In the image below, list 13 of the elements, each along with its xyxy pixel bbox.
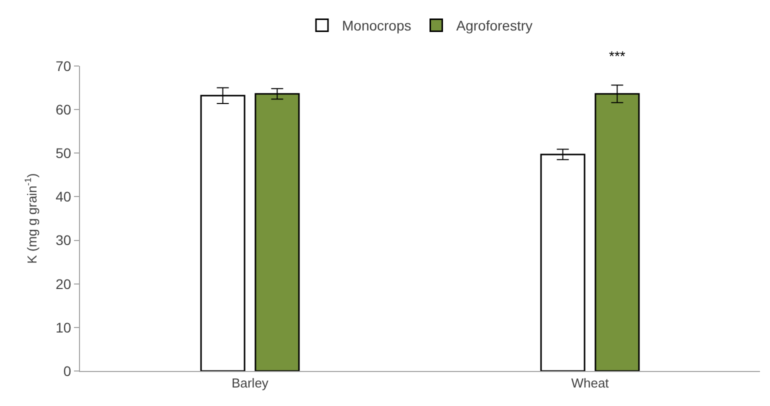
y-tick-label: 0: [63, 362, 72, 379]
legend-label: Monocrops: [342, 18, 412, 34]
y-tick-label: 50: [56, 145, 72, 162]
legend-label: Agroforestry: [456, 18, 533, 34]
x-tick-label: Barley: [232, 376, 269, 391]
y-tick-label: 40: [56, 188, 72, 205]
y-tick-label: 70: [56, 58, 72, 74]
x-tick-label: Wheat: [571, 376, 610, 391]
text: ***: [609, 48, 626, 64]
y-tick-label: 10: [56, 319, 72, 336]
y-tick-label: 60: [56, 101, 72, 118]
y-tick-label: 20: [56, 276, 72, 292]
y-tick-label: 30: [56, 232, 72, 248]
